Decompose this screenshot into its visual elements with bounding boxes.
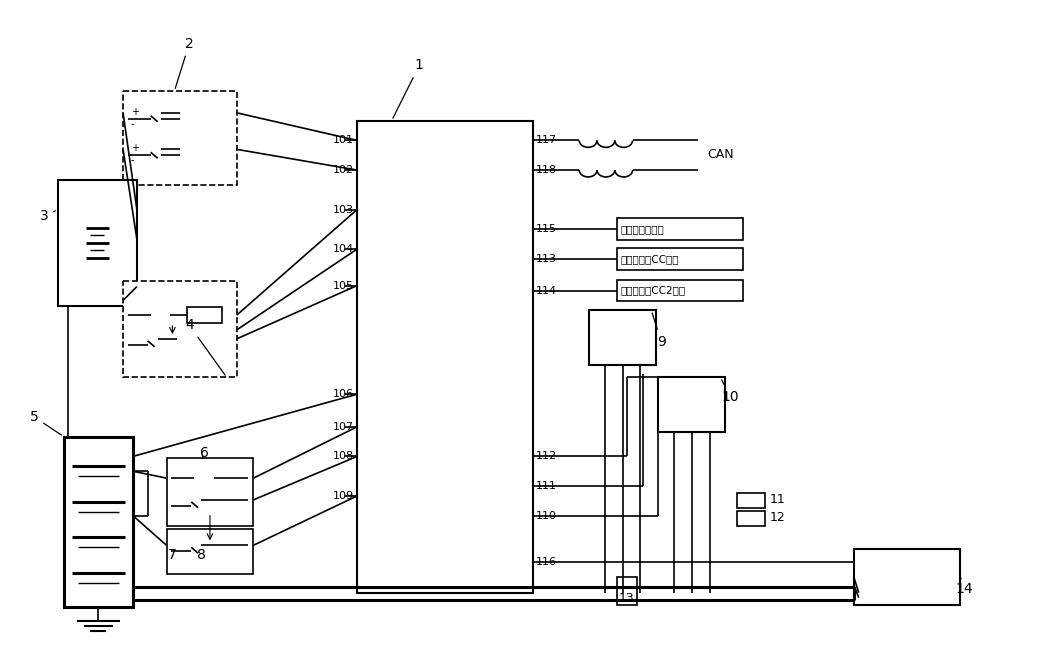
- Bar: [659, 377, 725, 432]
- Text: 102: 102: [333, 165, 354, 175]
- Text: 110: 110: [536, 511, 556, 521]
- Text: 14: 14: [956, 577, 973, 596]
- Text: 快充充电桩CC2信号: 快充充电桩CC2信号: [621, 286, 686, 295]
- Bar: [617, 280, 743, 301]
- Text: 8: 8: [197, 548, 206, 562]
- Text: 9: 9: [652, 313, 666, 349]
- Bar: [589, 310, 656, 365]
- Text: 109: 109: [333, 491, 354, 501]
- Text: 118: 118: [536, 165, 556, 175]
- Text: 105: 105: [333, 281, 354, 291]
- Text: 103: 103: [333, 205, 354, 214]
- Text: -: -: [131, 155, 134, 165]
- Text: 4: 4: [184, 318, 225, 375]
- Text: CAN: CAN: [708, 148, 735, 161]
- Text: 115: 115: [536, 224, 556, 234]
- Bar: [738, 511, 765, 525]
- Bar: [58, 180, 137, 306]
- Text: 6: 6: [200, 446, 208, 460]
- Text: 112: 112: [536, 452, 556, 461]
- Bar: [188, 307, 222, 323]
- Bar: [853, 549, 961, 604]
- Text: 慢充充电桩CC信号: 慢充充电桩CC信号: [621, 254, 679, 264]
- Text: 108: 108: [333, 452, 354, 461]
- Text: 10: 10: [721, 380, 739, 404]
- Text: 113: 113: [536, 254, 556, 264]
- Text: 106: 106: [333, 389, 354, 399]
- Text: +: +: [131, 143, 139, 153]
- Text: +: +: [131, 107, 139, 117]
- Text: 107: 107: [333, 422, 354, 432]
- Text: 101: 101: [333, 135, 354, 145]
- Text: 111: 111: [536, 481, 556, 491]
- Bar: [357, 121, 532, 593]
- Text: 117: 117: [536, 135, 556, 145]
- Text: 5: 5: [30, 410, 61, 435]
- Bar: [123, 91, 237, 185]
- Text: 11: 11: [770, 493, 786, 507]
- Text: 2: 2: [175, 37, 194, 88]
- Bar: [617, 218, 743, 240]
- Text: 充电盒开关信号: 充电盒开关信号: [621, 224, 665, 234]
- Bar: [738, 493, 765, 508]
- Text: 3: 3: [40, 209, 55, 224]
- Text: 7: 7: [168, 548, 176, 562]
- Text: -: -: [131, 119, 134, 129]
- Text: 1: 1: [393, 58, 424, 118]
- Bar: [123, 281, 237, 377]
- Text: 116: 116: [536, 557, 556, 567]
- Text: 12: 12: [770, 511, 786, 524]
- Text: 13: 13: [619, 592, 635, 605]
- Bar: [617, 577, 637, 604]
- Text: 104: 104: [333, 244, 354, 254]
- Bar: [167, 529, 253, 574]
- Bar: [617, 248, 743, 270]
- Bar: [64, 437, 133, 606]
- Text: 114: 114: [536, 286, 556, 295]
- Bar: [167, 458, 253, 525]
